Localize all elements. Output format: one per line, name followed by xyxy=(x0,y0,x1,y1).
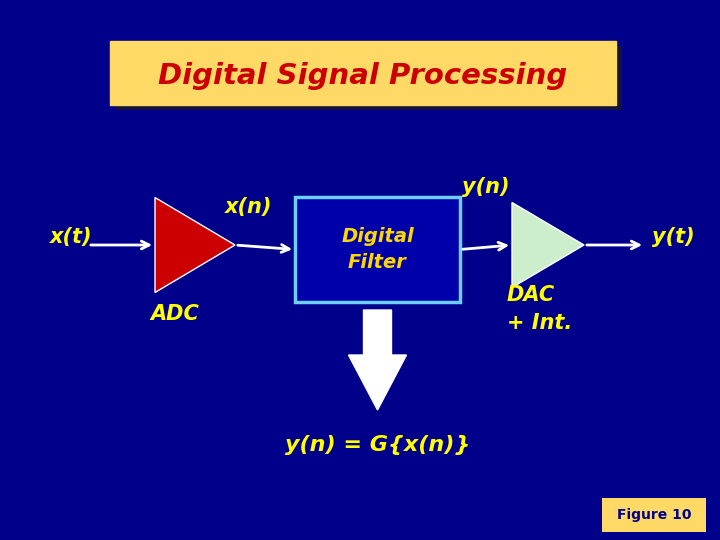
Text: Digital
Filter: Digital Filter xyxy=(341,227,414,272)
Text: y(n) = G{x(n)}: y(n) = G{x(n)} xyxy=(285,435,470,455)
Text: Figure 10: Figure 10 xyxy=(617,508,691,522)
Text: x(n): x(n) xyxy=(225,197,272,217)
Text: y(t): y(t) xyxy=(652,227,695,247)
Text: x(t): x(t) xyxy=(50,227,92,247)
Text: y(n): y(n) xyxy=(462,177,510,197)
Text: DAC
+ Int.: DAC + Int. xyxy=(507,285,572,333)
Polygon shape xyxy=(155,198,235,293)
Polygon shape xyxy=(348,310,407,410)
Text: Digital Signal Processing: Digital Signal Processing xyxy=(158,62,567,90)
FancyBboxPatch shape xyxy=(116,46,622,110)
FancyBboxPatch shape xyxy=(295,197,460,302)
FancyBboxPatch shape xyxy=(602,498,706,532)
Polygon shape xyxy=(512,202,584,287)
FancyBboxPatch shape xyxy=(110,41,616,105)
Text: ADC: ADC xyxy=(150,304,199,324)
